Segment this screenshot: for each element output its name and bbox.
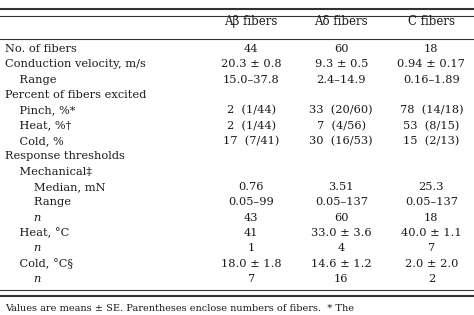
Text: Range: Range: [5, 75, 56, 84]
Text: 78  (14/18): 78 (14/18): [400, 105, 463, 115]
Text: No. of fibers: No. of fibers: [5, 44, 77, 54]
Text: Heat, °C: Heat, °C: [5, 228, 69, 238]
Text: 4: 4: [337, 243, 345, 254]
Text: Median, mN: Median, mN: [5, 182, 105, 192]
Text: n: n: [5, 243, 41, 254]
Text: 33.0 ± 3.6: 33.0 ± 3.6: [311, 228, 372, 238]
Text: 20.3 ± 0.8: 20.3 ± 0.8: [221, 59, 282, 69]
Text: 3.51: 3.51: [328, 182, 354, 192]
Text: 0.94 ± 0.17: 0.94 ± 0.17: [397, 59, 465, 69]
Text: n: n: [5, 274, 41, 284]
Text: 0.05–137: 0.05–137: [315, 198, 368, 207]
Text: 44: 44: [244, 44, 258, 54]
Text: Values are means ± SE. Parentheses enclose numbers of fibers.  * The: Values are means ± SE. Parentheses enclo…: [5, 304, 354, 313]
Text: 9.3 ± 0.5: 9.3 ± 0.5: [315, 59, 368, 69]
Text: 40.0 ± 1.1: 40.0 ± 1.1: [401, 228, 462, 238]
Text: Cold, °C§: Cold, °C§: [5, 259, 73, 269]
Text: 33  (20/60): 33 (20/60): [310, 105, 373, 115]
Text: 7: 7: [247, 274, 255, 284]
Text: 0.16–1.89: 0.16–1.89: [403, 75, 460, 84]
Text: 30  (16/53): 30 (16/53): [310, 136, 373, 146]
Text: 0.05–137: 0.05–137: [405, 198, 458, 207]
Text: 7  (4/56): 7 (4/56): [317, 120, 366, 131]
Text: 60: 60: [334, 213, 348, 223]
Text: 15.0–37.8: 15.0–37.8: [223, 75, 280, 84]
Text: 2.0 ± 2.0: 2.0 ± 2.0: [405, 259, 458, 269]
Text: 2  (1/44): 2 (1/44): [227, 120, 276, 131]
Text: Heat, %†: Heat, %†: [5, 121, 71, 131]
Text: 18: 18: [424, 213, 438, 223]
Text: Aβ fibers: Aβ fibers: [225, 15, 278, 28]
Text: 7: 7: [428, 243, 435, 254]
Text: 2.4–14.9: 2.4–14.9: [317, 75, 366, 84]
Text: 2  (1/44): 2 (1/44): [227, 105, 276, 115]
Text: 0.76: 0.76: [238, 182, 264, 192]
Text: 41: 41: [244, 228, 258, 238]
Text: 25.3: 25.3: [419, 182, 444, 192]
Text: 43: 43: [244, 213, 258, 223]
Text: n: n: [5, 213, 41, 223]
Text: 17  (7/41): 17 (7/41): [223, 136, 279, 146]
Text: Response thresholds: Response thresholds: [5, 151, 125, 161]
Text: Conduction velocity, m/s: Conduction velocity, m/s: [5, 59, 146, 69]
Text: 0.05–99: 0.05–99: [228, 198, 274, 207]
Text: Pinch, %*: Pinch, %*: [5, 105, 75, 115]
Text: Range: Range: [5, 198, 71, 207]
Text: Percent of fibers excited: Percent of fibers excited: [5, 90, 146, 100]
Text: 16: 16: [334, 274, 348, 284]
Text: 60: 60: [334, 44, 348, 54]
Text: 53  (8/15): 53 (8/15): [403, 120, 459, 131]
Text: 2: 2: [428, 274, 435, 284]
Text: 14.6 ± 1.2: 14.6 ± 1.2: [311, 259, 372, 269]
Text: Cold, %: Cold, %: [5, 136, 64, 146]
Text: 15  (2/13): 15 (2/13): [403, 136, 459, 146]
Text: Aδ fibers: Aδ fibers: [314, 15, 368, 28]
Text: C fibers: C fibers: [408, 15, 455, 28]
Text: 1: 1: [247, 243, 255, 254]
Text: Mechanical‡: Mechanical‡: [5, 167, 92, 177]
Text: 18: 18: [424, 44, 438, 54]
Text: 18.0 ± 1.8: 18.0 ± 1.8: [221, 259, 282, 269]
